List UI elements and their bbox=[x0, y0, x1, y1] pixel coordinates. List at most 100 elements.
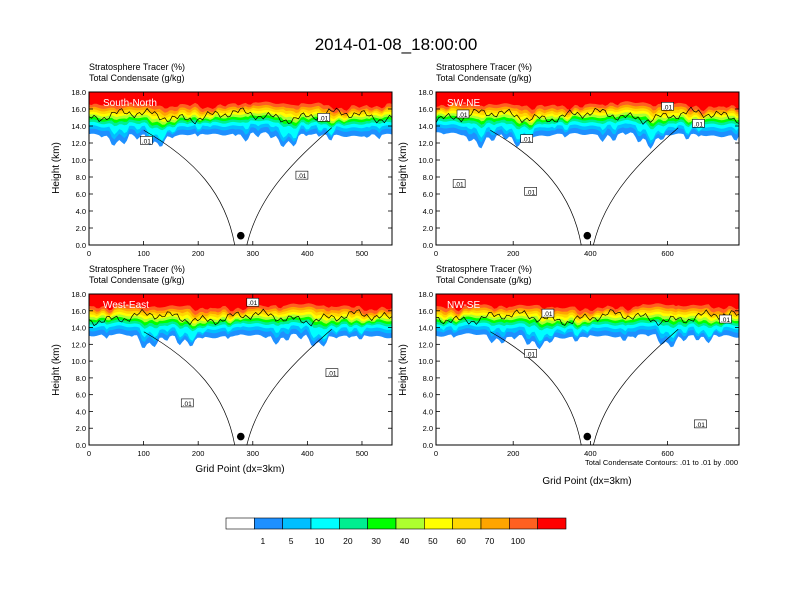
colorbar-label: 20 bbox=[343, 536, 353, 546]
x-tick-label: 600 bbox=[661, 249, 674, 258]
colorbar-swatch bbox=[339, 517, 368, 530]
y-tick-label: 10.0 bbox=[418, 156, 433, 165]
condensate-contour bbox=[143, 328, 332, 445]
contour-label: .01 bbox=[520, 134, 534, 144]
y-tick-label: 4.0 bbox=[423, 407, 433, 416]
y-tick-label: 16.0 bbox=[418, 307, 433, 316]
contour-label-text: .01 bbox=[721, 317, 730, 324]
y-tick-label: 6.0 bbox=[423, 391, 433, 400]
colorbar-swatch bbox=[424, 517, 453, 530]
contour-label: .01 bbox=[661, 102, 674, 111]
x-tick-label: 100 bbox=[137, 249, 150, 258]
colorbar-swatch bbox=[395, 517, 425, 530]
colorbar-swatch bbox=[452, 517, 482, 530]
contour-label: .01 bbox=[317, 113, 331, 122]
y-tick-label: 18.0 bbox=[71, 88, 86, 97]
x-tick-label: 200 bbox=[507, 449, 520, 458]
plot-frame bbox=[88, 293, 393, 446]
plot-frame bbox=[435, 293, 740, 446]
colorbar-swatch bbox=[254, 517, 283, 530]
y-axis-label: Height (km) bbox=[51, 344, 62, 396]
y-tick-label: 12.0 bbox=[418, 340, 433, 349]
contour-label-text: .01 bbox=[526, 351, 535, 358]
y-tick-label: 10.0 bbox=[71, 156, 86, 165]
contour-label: .01 bbox=[694, 419, 707, 429]
contour-label-text: .01 bbox=[526, 189, 535, 196]
contour-label-text: .01 bbox=[522, 137, 531, 144]
x-tick-label: 400 bbox=[584, 449, 597, 458]
y-axis-label: Height (km) bbox=[398, 344, 409, 396]
panel-label: NW-SE bbox=[447, 300, 480, 311]
y-tick-label: 18.0 bbox=[418, 88, 433, 97]
y-tick-label: 2.0 bbox=[423, 224, 433, 233]
condensate-contour bbox=[436, 309, 739, 327]
y-tick-label: 8.0 bbox=[76, 173, 86, 182]
y-tick-label: 18.0 bbox=[71, 290, 86, 299]
x-tick-label: 200 bbox=[507, 249, 520, 258]
y-tick-label: 4.0 bbox=[76, 207, 86, 216]
y-tick-label: 14.0 bbox=[418, 324, 433, 333]
y-tick-label: 8.0 bbox=[76, 374, 86, 383]
colorbar-label: 100 bbox=[511, 536, 525, 546]
colorbar-swatch bbox=[537, 517, 567, 530]
colorbar-label: 1 bbox=[260, 536, 265, 546]
plot-frame bbox=[88, 91, 393, 246]
contour-label-text: .01 bbox=[696, 422, 705, 429]
contour-label: .01 bbox=[692, 119, 705, 128]
contour-label-text: .01 bbox=[248, 300, 257, 307]
y-tick-label: 4.0 bbox=[76, 407, 86, 416]
colorbar: 1 5 10 20 30 40 50 60 70 100 bbox=[225, 517, 567, 546]
plot-area: .01 .01 .01 .01 .01 .01 0.0 2.0 4.0 6.0 8.0 10.0 12.… bbox=[418, 88, 740, 258]
y-tick-label: 8.0 bbox=[423, 173, 433, 182]
x-tick-label: 300 bbox=[247, 449, 260, 458]
location-marker bbox=[236, 231, 245, 240]
condensate-contour bbox=[436, 106, 739, 125]
tracer-band bbox=[89, 92, 392, 111]
x-tick-label: 200 bbox=[192, 249, 205, 258]
y-tick-label: 6.0 bbox=[76, 391, 86, 400]
x-axis-label: Grid Point (dx=3km) bbox=[542, 476, 631, 487]
colorbar-swatch bbox=[225, 517, 255, 530]
y-tick-label: 16.0 bbox=[71, 105, 86, 114]
location-marker bbox=[236, 432, 245, 441]
condensate-contour bbox=[89, 308, 392, 327]
contour-label-text: .01 bbox=[327, 371, 336, 378]
panel-nw-se: Stratosphere Tracer (%) Total Condensate… bbox=[398, 264, 740, 487]
colorbar-label: 10 bbox=[315, 536, 325, 546]
contour-label: .01 bbox=[452, 179, 466, 189]
y-tick-label: 12.0 bbox=[71, 340, 86, 349]
x-tick-label: 500 bbox=[356, 249, 369, 258]
location-marker bbox=[583, 432, 592, 441]
panel-subtitle-2: Total Condensate (g/kg) bbox=[436, 275, 532, 285]
contour-label-text: .01 bbox=[183, 401, 192, 408]
panel-subtitle-2: Total Condensate (g/kg) bbox=[89, 275, 185, 285]
y-tick-label: 0.0 bbox=[423, 441, 433, 450]
panel-south-north: Stratosphere Tracer (%) Total Condensate… bbox=[51, 62, 393, 258]
contour-label-text: .01 bbox=[543, 311, 552, 318]
x-axis-label: Grid Point (dx=3km) bbox=[195, 464, 284, 475]
contour-label-text: .01 bbox=[663, 104, 672, 111]
y-tick-label: 6.0 bbox=[76, 190, 86, 199]
colorbar-swatch bbox=[509, 517, 538, 530]
y-tick-label: 0.0 bbox=[423, 241, 433, 250]
y-tick-label: 14.0 bbox=[418, 122, 433, 131]
panel-west-east: Stratosphere Tracer (%) Total Condensate… bbox=[51, 264, 393, 475]
footnote: Total Condensate Contours: .01 to .01 by… bbox=[585, 458, 738, 467]
colorbar-label: 40 bbox=[400, 536, 410, 546]
x-tick-label: 400 bbox=[301, 249, 314, 258]
y-tick-label: 16.0 bbox=[71, 307, 86, 316]
y-tick-label: 14.0 bbox=[71, 122, 86, 131]
y-axis-label: Height (km) bbox=[51, 142, 62, 194]
panel-subtitle-1: Stratosphere Tracer (%) bbox=[436, 62, 532, 72]
x-tick-label: 400 bbox=[301, 449, 314, 458]
x-tick-label: 400 bbox=[584, 249, 597, 258]
contour-label: .01 bbox=[180, 398, 194, 408]
x-tick-label: 100 bbox=[137, 449, 150, 458]
x-tick-label: 0 bbox=[434, 249, 438, 258]
contour-label: .01 bbox=[541, 308, 555, 318]
y-tick-label: 2.0 bbox=[423, 424, 433, 433]
location-marker bbox=[583, 231, 592, 240]
plot-frame bbox=[435, 91, 740, 246]
colorbar-label: 50 bbox=[428, 536, 438, 546]
panel-subtitle-1: Stratosphere Tracer (%) bbox=[89, 264, 185, 274]
